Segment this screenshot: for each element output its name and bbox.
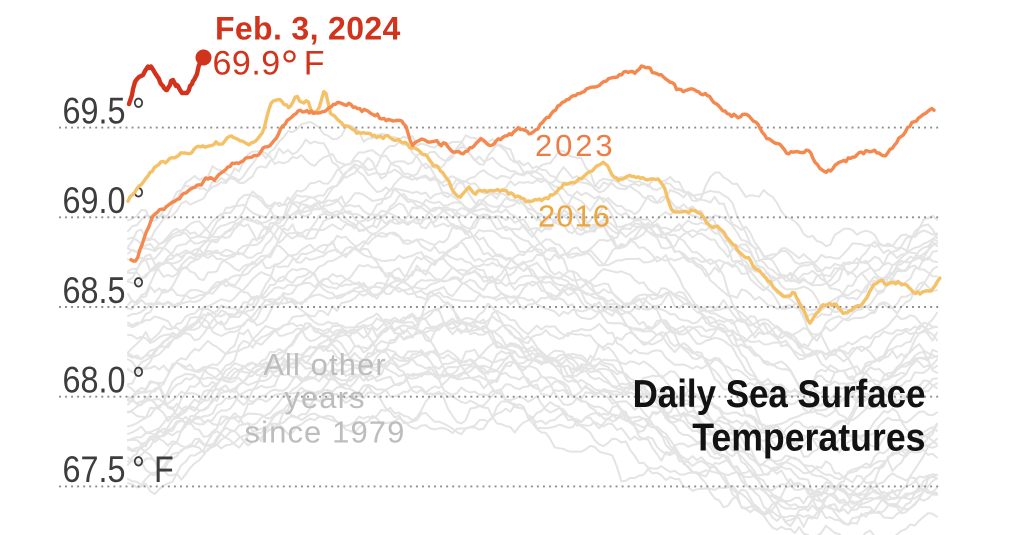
- svg-text:69.0°: 69.0 °: [63, 181, 146, 221]
- svg-text:All other: All other: [263, 347, 387, 382]
- svg-text:Feb. 3, 2024: Feb. 3, 2024: [215, 11, 401, 47]
- svg-text:67.5° F: 67.5 ° F: [63, 450, 174, 490]
- svg-text:Daily Sea Surface: Daily Sea Surface: [633, 372, 926, 415]
- svg-text:2016: 2016: [538, 199, 611, 234]
- svg-text:68.0°: 68.0 °: [63, 361, 146, 401]
- svg-text:since 1979: since 1979: [245, 415, 406, 450]
- svg-text:2023: 2023: [535, 128, 616, 163]
- svg-text:years: years: [284, 380, 365, 415]
- svg-text:68.5°: 68.5 °: [63, 271, 146, 311]
- svg-text:Temperatures: Temperatures: [692, 415, 925, 459]
